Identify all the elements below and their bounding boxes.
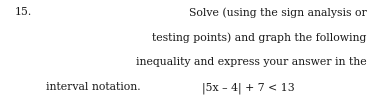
Text: inequality and express your answer in the: inequality and express your answer in th…	[136, 57, 366, 67]
Text: 15.: 15.	[15, 7, 32, 17]
Text: interval notation.: interval notation.	[46, 82, 144, 92]
Text: Solve (using the sign analysis or: Solve (using the sign analysis or	[189, 7, 366, 18]
Text: testing points) and graph the following: testing points) and graph the following	[152, 32, 366, 43]
Text: |5x – 4| + 7 < 13: |5x – 4| + 7 < 13	[202, 82, 295, 94]
